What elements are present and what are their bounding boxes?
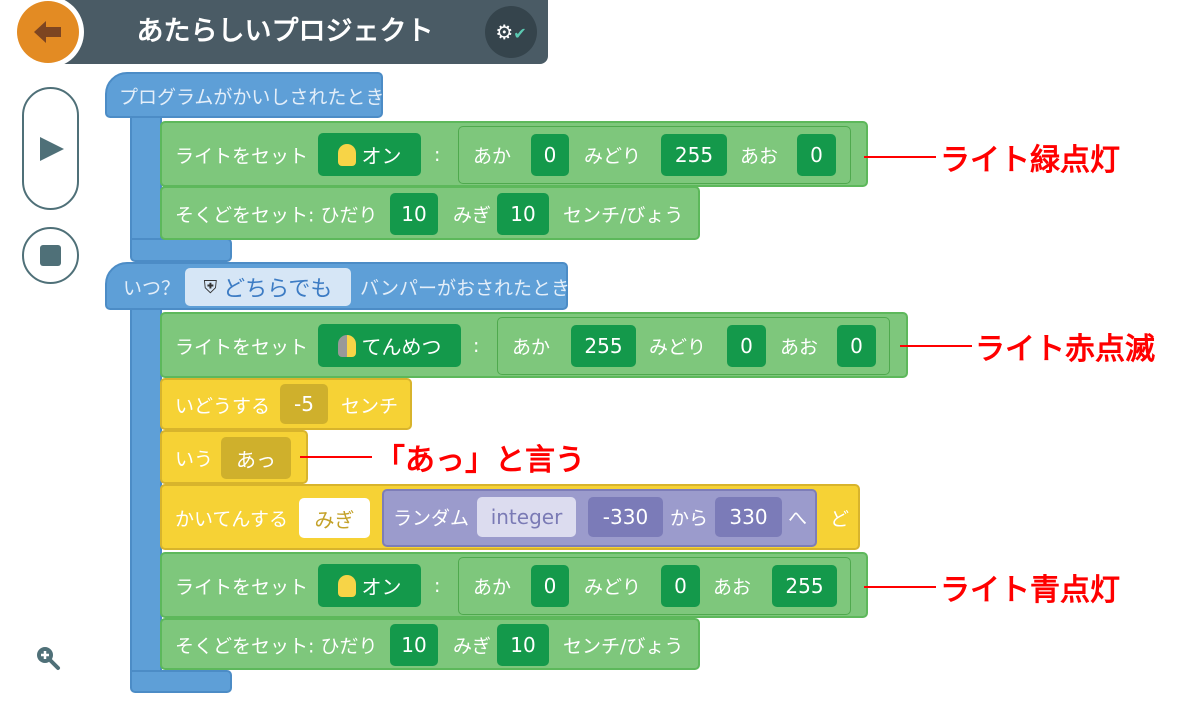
block-label: ライトをセット xyxy=(175,336,309,359)
green-input[interactable]: 255 xyxy=(661,134,727,176)
block-label: バンパーがおされたとき xyxy=(360,277,570,300)
move-block[interactable]: いどうする -5 センチ xyxy=(160,378,412,430)
block-label: いつ？ xyxy=(123,277,181,300)
annotation-line xyxy=(864,586,936,588)
annotation-line xyxy=(864,156,936,158)
set-light-block[interactable]: ライトをセット てんめつ : あか 255 みどり 0 あお 0 xyxy=(160,312,908,378)
play-icon xyxy=(40,137,64,161)
blue-label: あお xyxy=(780,336,819,359)
robot-icon: ⚙ xyxy=(495,20,514,44)
direction-dropdown[interactable]: みぎ xyxy=(299,498,370,538)
rgb-group: あか 0 みどり 255 あお 0 xyxy=(458,126,851,184)
stop-button[interactable] xyxy=(22,227,79,284)
light-mode-dropdown[interactable]: てんめつ xyxy=(318,324,461,367)
red-label: あか xyxy=(512,336,551,359)
set-speed-block[interactable]: そくどをセット: ひだり 10 みぎ 10 センチ/びょう xyxy=(160,186,700,240)
max-input[interactable]: 330 xyxy=(715,497,782,537)
bumper-dropdown[interactable]: ⛨ どちらでも xyxy=(185,268,351,306)
light-mode-dropdown[interactable]: オン xyxy=(318,564,421,607)
to-label: へ xyxy=(788,507,808,530)
rgb-group: あか 255 みどり 0 あお 0 xyxy=(497,317,890,375)
set-speed-block[interactable]: そくどをセット: ひだり 10 みぎ 10 センチ/びょう xyxy=(160,618,700,670)
rgb-group: あか 0 みどり 0 あお 255 xyxy=(458,557,851,615)
turn-block[interactable]: かいてんする みぎ ランダム integer -330 から 330 へ ど xyxy=(160,484,860,550)
colon: : xyxy=(434,144,441,166)
bumper-icon: ⛨ xyxy=(203,276,218,298)
c-arm-bottom xyxy=(130,670,232,693)
block-label: ライトをセット xyxy=(175,145,309,168)
project-title[interactable]: あたらしいプロジェクト xyxy=(136,16,434,47)
zoom-in-icon[interactable] xyxy=(35,645,61,671)
green-label: みどり xyxy=(584,145,642,168)
unit-label: センチ xyxy=(341,395,399,418)
lightbulb-on-icon xyxy=(337,143,356,166)
red-label: あか xyxy=(473,576,512,599)
annotation-blue-light: ライト青点灯 xyxy=(940,573,1120,608)
red-input[interactable]: 0 xyxy=(531,565,569,607)
left-speed-input[interactable]: 10 xyxy=(390,193,438,235)
say-text-input[interactable]: あっ xyxy=(221,437,291,479)
check-icon: ✔ xyxy=(513,24,527,43)
red-input[interactable]: 255 xyxy=(571,325,636,367)
unit-label: ど xyxy=(830,508,850,531)
type-dropdown[interactable]: integer xyxy=(477,497,576,537)
block-label: いどうする xyxy=(175,395,271,418)
blue-input[interactable]: 255 xyxy=(772,565,837,607)
back-button[interactable] xyxy=(12,0,84,68)
robot-connection-button[interactable]: ⚙✔ xyxy=(485,6,537,58)
green-label: みどり xyxy=(649,336,707,359)
annotation-red-blink: ライト赤点滅 xyxy=(975,332,1155,367)
right-speed-input[interactable]: 10 xyxy=(497,193,549,235)
c-arm xyxy=(130,110,162,250)
blue-input[interactable]: 0 xyxy=(837,325,876,367)
block-label: ライトをセット xyxy=(175,576,309,599)
from-label: から xyxy=(670,507,709,530)
annotation-green-light: ライト緑点灯 xyxy=(940,143,1120,178)
green-input[interactable]: 0 xyxy=(661,565,700,607)
annotation-line xyxy=(300,456,372,458)
play-button[interactable] xyxy=(22,87,79,210)
distance-input[interactable]: -5 xyxy=(280,384,328,424)
set-light-block[interactable]: ライトをセット オン : あか 0 みどり 255 あお 0 xyxy=(160,121,868,187)
unit-label: センチ/びょう xyxy=(563,635,684,658)
blue-input[interactable]: 0 xyxy=(797,134,836,176)
red-input[interactable]: 0 xyxy=(531,134,569,176)
lightbulb-on-icon xyxy=(337,574,356,597)
unit-label: センチ/びょう xyxy=(563,204,684,227)
c-arm xyxy=(130,300,162,680)
green-input[interactable]: 0 xyxy=(727,325,766,367)
light-mode-dropdown[interactable]: オン xyxy=(318,133,421,176)
c-arm-bottom xyxy=(130,238,232,262)
annotation-say: 「あっ」と言う xyxy=(375,443,585,478)
when-bumper-pressed-block[interactable]: いつ？ ⛨ どちらでも バンパーがおされたとき xyxy=(105,262,570,310)
colon: : xyxy=(473,335,480,357)
random-label: ランダム xyxy=(393,507,470,530)
blue-label: あお xyxy=(713,576,752,599)
annotation-line xyxy=(900,345,972,347)
block-label: いう xyxy=(175,448,214,471)
stop-icon xyxy=(40,245,61,266)
min-input[interactable]: -330 xyxy=(588,497,663,537)
right-speed-input[interactable]: 10 xyxy=(497,624,549,666)
arrow-left-icon xyxy=(34,21,61,43)
block-label: そくどをセット: ひだり xyxy=(175,204,378,227)
block-label: そくどをセット: ひだり xyxy=(175,635,378,658)
header-bar xyxy=(60,0,548,64)
blue-label: あお xyxy=(740,145,779,168)
colon: : xyxy=(434,575,441,597)
set-light-block[interactable]: ライトをセット オン : あか 0 みどり 0 あお 255 xyxy=(160,552,868,618)
block-label: プログラムがかいしされたとき xyxy=(119,86,385,109)
right-label: みぎ xyxy=(453,204,492,227)
random-block[interactable]: ランダム integer -330 から 330 へ xyxy=(382,489,817,547)
right-label: みぎ xyxy=(453,635,492,658)
block-label: かいてんする xyxy=(175,508,289,531)
when-program-starts-block[interactable]: プログラムがかいしされたとき xyxy=(105,72,385,118)
red-label: あか xyxy=(473,145,512,168)
left-speed-input[interactable]: 10 xyxy=(390,624,438,666)
green-label: みどり xyxy=(584,576,642,599)
say-block[interactable]: いう あっ xyxy=(160,430,308,484)
lightbulb-blink-icon xyxy=(337,334,356,357)
